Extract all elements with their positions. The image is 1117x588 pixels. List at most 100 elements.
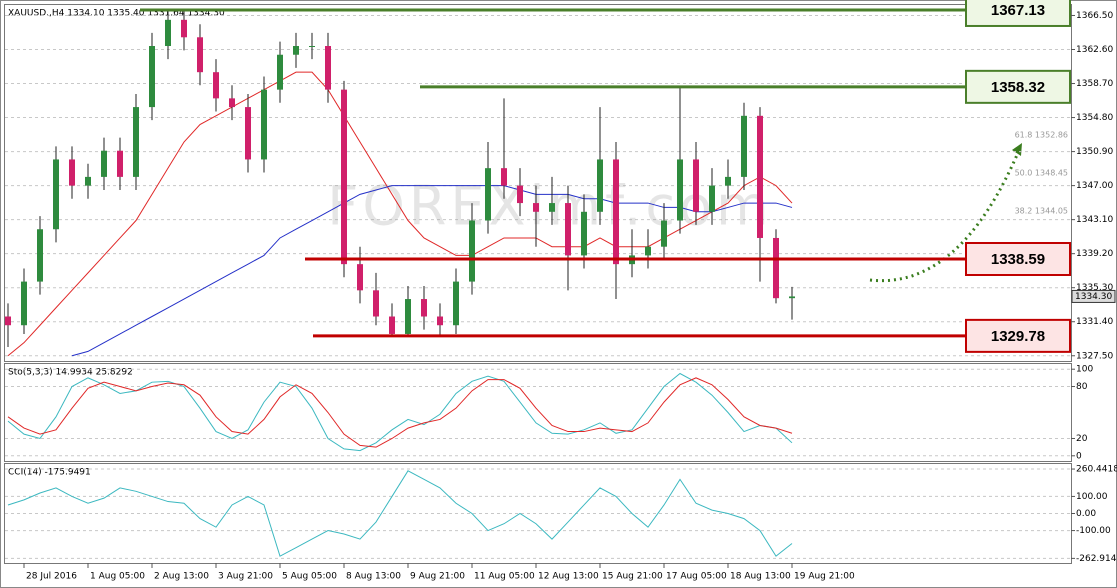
candle-body — [261, 89, 267, 160]
fib-label: 50.0 1348.45 — [1015, 169, 1068, 178]
candle-body — [501, 168, 507, 186]
candle-body — [485, 168, 491, 221]
stoch-panel — [4, 363, 1072, 462]
level-label: 1367.13 — [991, 2, 1045, 19]
indicator-line — [7, 470, 793, 557]
candle-body — [37, 229, 43, 282]
y-tick-label: 1339.20 — [1076, 249, 1113, 259]
arrow-head — [1012, 143, 1022, 156]
candle-body — [325, 46, 331, 90]
x-tick-label: 18 Aug 13:00 — [730, 572, 791, 582]
candle-body — [613, 159, 619, 265]
candle-body — [21, 281, 27, 326]
x-tick-label: 5 Aug 05:00 — [282, 572, 337, 582]
x-tick-label: 2 Aug 13:00 — [154, 572, 209, 582]
candle-body — [309, 46, 315, 48]
last-price-label: 1334.30 — [1075, 292, 1112, 302]
y-tick-label: 1327.50 — [1076, 351, 1113, 361]
x-tick-label: 3 Aug 21:00 — [218, 572, 273, 582]
level-box — [965, 69, 1071, 104]
candle-body — [133, 107, 139, 177]
y-tick-label: 1354.80 — [1076, 113, 1113, 123]
y-tick-label: 1358.70 — [1076, 79, 1113, 89]
x-tick-label: 15 Aug 21:00 — [602, 572, 663, 582]
y-tick-label: 100 — [1076, 365, 1093, 375]
candle-body — [101, 150, 107, 177]
candle-body — [565, 203, 571, 256]
candle-body — [229, 98, 235, 108]
y-tick-label: 1362.60 — [1076, 45, 1113, 55]
candle-body — [421, 299, 427, 317]
y-tick-label: 1331.40 — [1076, 317, 1113, 327]
x-tick-label: 28 Jul 2016 — [26, 572, 77, 582]
panel-title: XAUUSD.,H4 1334.10 1335.40 1331.64 1334.… — [8, 9, 225, 19]
x-tick-label: 8 Aug 13:00 — [346, 572, 401, 582]
candle-body — [181, 19, 187, 38]
y-tick-label: 20 — [1076, 434, 1088, 444]
y-tick-label: 1366.50 — [1076, 11, 1113, 21]
x-tick-label: 19 Aug 21:00 — [794, 572, 855, 582]
last-price-box — [1071, 289, 1116, 303]
candle-body — [389, 316, 395, 334]
panel-title: CCI(14) -175.9491 — [8, 468, 91, 478]
candle-body — [661, 220, 667, 247]
y-tick-label: -100.00 — [1076, 526, 1111, 536]
candle-body — [5, 316, 11, 326]
level-box — [965, 241, 1071, 276]
y-tick-label: 1335.30 — [1076, 283, 1113, 293]
candle-body — [437, 316, 443, 326]
panel-title: Sto(5,3,3) 14.9934 25.8292 — [8, 368, 133, 378]
candle-body — [549, 203, 555, 212]
x-tick-label: 9 Aug 21:00 — [410, 572, 465, 582]
y-tick-label: 1350.90 — [1076, 147, 1113, 157]
y-tick-label: 1343.10 — [1076, 215, 1113, 225]
candle-body — [677, 159, 683, 221]
candle-body — [645, 246, 651, 256]
x-tick-label: 11 Aug 05:00 — [474, 572, 535, 582]
y-tick-label: 0 — [1076, 451, 1082, 461]
level-label: 1329.78 — [991, 328, 1045, 345]
candle-body — [405, 299, 411, 334]
y-tick-label: 1347.00 — [1076, 181, 1113, 191]
level-label: 1358.32 — [991, 79, 1045, 96]
y-tick-label: 0.00 — [1076, 509, 1096, 519]
indicator-line — [7, 377, 793, 448]
y-tick-label: -262.914 — [1076, 554, 1117, 564]
candle-body — [725, 176, 731, 186]
candle-body — [293, 46, 299, 55]
level-box — [965, 0, 1071, 27]
candle-body — [773, 237, 779, 299]
indicator-line — [71, 185, 793, 357]
x-tick-label: 1 Aug 05:00 — [90, 572, 145, 582]
candle-body — [277, 54, 283, 90]
candle-body — [597, 159, 603, 212]
y-tick-label: 260.4418 — [1076, 465, 1117, 475]
candle-body — [533, 203, 539, 212]
main-panel — [4, 4, 1072, 362]
candle-body — [581, 211, 587, 256]
candle-body — [245, 107, 251, 160]
candle-body — [453, 281, 459, 326]
candle-body — [197, 37, 203, 73]
candle-body — [693, 159, 699, 212]
candle-body — [789, 296, 795, 299]
candle-body — [469, 220, 475, 282]
x-tick-label: 12 Aug 13:00 — [538, 572, 599, 582]
candle-body — [213, 72, 219, 99]
candle-body — [165, 19, 171, 47]
x-tick-label: 17 Aug 05:00 — [666, 572, 727, 582]
candle-body — [517, 185, 523, 204]
level-label: 1338.59 — [991, 251, 1045, 268]
candle-body — [757, 115, 763, 238]
indicator-line — [7, 372, 793, 452]
candle-body — [69, 159, 75, 186]
candle-body — [117, 150, 123, 177]
candle-body — [741, 115, 747, 177]
level-box — [965, 318, 1071, 353]
candle-body — [149, 46, 155, 108]
candle-body — [357, 264, 363, 291]
candle-body — [709, 185, 715, 212]
candle-body — [373, 290, 379, 317]
